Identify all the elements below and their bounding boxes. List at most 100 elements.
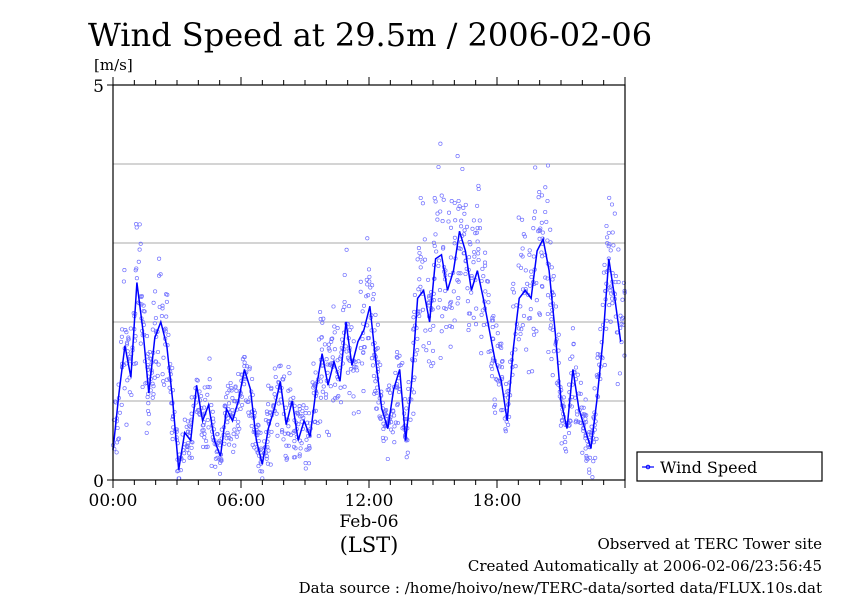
data-point: [617, 371, 622, 376]
data-point: [292, 439, 297, 444]
data-point: [215, 440, 221, 445]
data-point: [351, 339, 356, 344]
data-point: [432, 196, 437, 201]
data-point: [223, 395, 229, 400]
data-point: [534, 298, 539, 303]
data-point: [560, 418, 565, 424]
data-point: [467, 322, 472, 328]
data-point: [189, 395, 194, 400]
data-point: [259, 446, 264, 451]
data-point: [516, 326, 522, 331]
data-point: [511, 304, 516, 309]
data-point: [467, 311, 473, 316]
data-point: [471, 218, 476, 223]
data-point: [448, 344, 453, 349]
data-point: [486, 300, 491, 305]
data-point: [295, 410, 300, 415]
data-point: [306, 461, 312, 466]
data-point: [298, 446, 303, 451]
data-point: [242, 354, 247, 360]
data-point: [545, 238, 550, 243]
data-point: [202, 405, 207, 410]
data-point: [297, 404, 302, 409]
chart-title: Wind Speed at 29.5m / 2006-02-06: [88, 16, 652, 54]
data-point: [499, 408, 504, 413]
data-point: [531, 226, 536, 231]
data-point: [456, 296, 461, 301]
data-point: [495, 331, 500, 336]
data-point: [245, 399, 250, 404]
data-point: [521, 313, 527, 318]
data-point: [402, 396, 408, 402]
data-point: [436, 164, 441, 170]
data-point: [304, 405, 309, 411]
data-point: [328, 384, 333, 389]
data-point: [235, 423, 240, 429]
data-point: [300, 408, 305, 414]
data-point: [537, 236, 542, 241]
data-point: [523, 268, 528, 273]
data-point: [319, 347, 324, 352]
data-point: [604, 326, 609, 331]
data-point: [204, 438, 209, 444]
data-point: [562, 435, 567, 440]
data-point: [518, 265, 524, 270]
data-point: [127, 375, 132, 380]
data-point: [144, 430, 149, 435]
data-point: [267, 410, 272, 416]
data-point: [288, 397, 293, 402]
data-point: [159, 314, 164, 319]
data-point: [449, 325, 455, 330]
data-point: [368, 285, 373, 290]
data-point: [353, 359, 358, 364]
data-point: [556, 332, 561, 337]
data-point: [146, 421, 151, 426]
data-point: [348, 367, 353, 372]
data-point: [260, 469, 265, 474]
data-point: [534, 280, 539, 286]
data-point: [156, 362, 161, 367]
data-point: [548, 326, 553, 331]
data-point: [471, 315, 476, 320]
data-point: [406, 386, 411, 391]
data-point: [320, 320, 325, 325]
data-point: [234, 388, 239, 393]
data-point: [375, 322, 380, 327]
data-point: [344, 247, 349, 252]
data-point: [404, 455, 409, 460]
data-point: [146, 351, 151, 356]
y-axis-label: [m/s]: [94, 56, 133, 74]
mean-line: [112, 230, 622, 470]
data-point: [187, 455, 192, 460]
data-point: [469, 290, 474, 295]
data-point: [392, 440, 397, 445]
data-point: [325, 429, 330, 434]
data-point: [345, 370, 350, 375]
data-point: [496, 382, 501, 387]
data-point: [373, 389, 378, 394]
data-point: [138, 341, 143, 346]
data-point: [489, 374, 495, 379]
data-point: [205, 392, 210, 397]
data-point: [573, 365, 579, 370]
data-point: [613, 274, 618, 279]
data-point: [456, 279, 461, 284]
data-point: [446, 210, 452, 215]
data-point: [604, 318, 609, 323]
data-point: [550, 277, 555, 282]
data-point: [147, 356, 152, 361]
data-point: [273, 374, 278, 380]
data-point: [332, 330, 337, 335]
data-point: [595, 352, 600, 357]
data-point: [483, 289, 488, 294]
data-point: [376, 400, 381, 405]
data-point: [459, 224, 464, 229]
data-point: [160, 372, 165, 377]
data-point: [303, 461, 308, 466]
data-point: [339, 337, 345, 342]
data-point: [338, 400, 344, 405]
legend: Wind Speed: [636, 451, 823, 482]
data-point: [448, 225, 454, 230]
data-point: [161, 355, 166, 360]
data-point: [503, 429, 508, 434]
